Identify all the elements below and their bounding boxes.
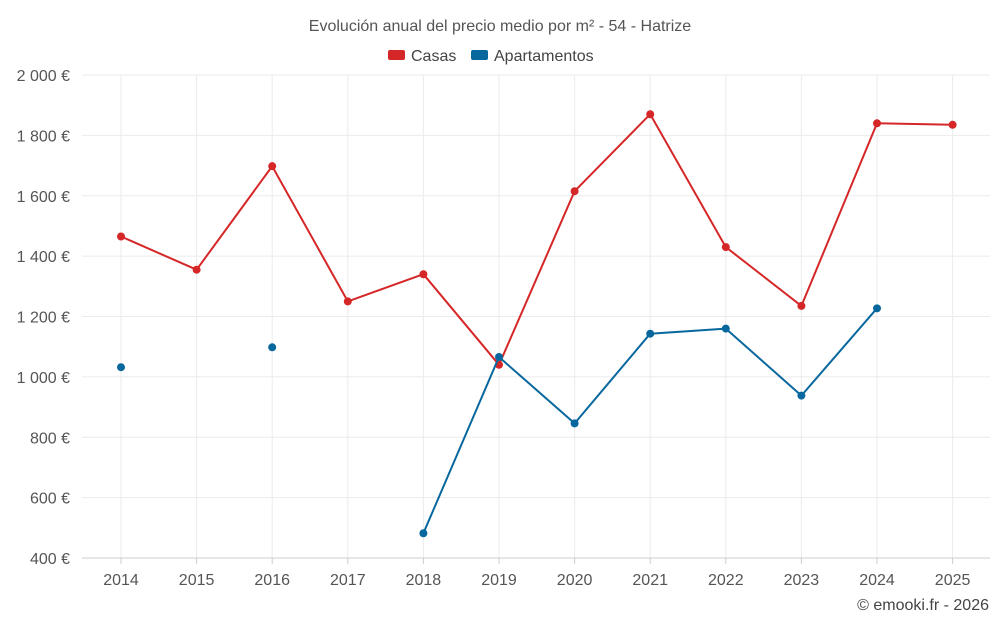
legend-swatch-0[interactable] (388, 50, 405, 60)
data-point[interactable] (419, 270, 428, 279)
y-axis: 400 € 600 € 800 € 1 000 € 1 200 € 1 400 € 1 60… (17, 68, 70, 568)
data-point[interactable] (797, 391, 806, 400)
series-1 (117, 304, 881, 538)
data-point[interactable] (646, 329, 655, 338)
x-axis: 2014 2015 2016 2017 2018 2019 2020 2021 2022 2023… (82, 557, 990, 589)
y-tick-label: 1 600 € (17, 189, 70, 206)
data-point[interactable] (495, 352, 503, 361)
data-point[interactable] (721, 324, 730, 333)
legend-label-1[interactable]: Apartamentos (494, 48, 594, 65)
x-tick-label: 2023 (784, 572, 820, 589)
y-tick-label: 1 000 € (17, 370, 70, 387)
legend: Casas Apartamentos (388, 48, 594, 65)
data-point[interactable] (268, 162, 277, 171)
y-tick-label: 1 400 € (17, 249, 70, 266)
credit: © emooki.fr - 2026 (857, 597, 989, 614)
data-point[interactable] (570, 419, 579, 428)
x-tick-label: 2016 (254, 572, 290, 589)
series-0 (117, 110, 957, 369)
data-point[interactable] (646, 110, 655, 119)
x-tick-label: 2019 (481, 572, 517, 589)
data-point[interactable] (948, 120, 957, 129)
chart-title: Evolución anual del precio medio por m² … (309, 18, 692, 35)
y-tick-label: 1 800 € (17, 128, 70, 145)
data-point[interactable] (192, 265, 201, 274)
x-tick-label: 2022 (708, 572, 744, 589)
data-point[interactable] (117, 363, 125, 372)
data-point[interactable] (873, 119, 881, 128)
x-tick-label: 2025 (935, 572, 971, 589)
legend-swatch-1[interactable] (471, 50, 488, 60)
y-tick-label: 2 000 € (17, 68, 70, 85)
series-layer (117, 110, 957, 538)
data-point[interactable] (268, 343, 277, 352)
y-tick-label: 1 200 € (17, 310, 70, 327)
x-tick-label: 2018 (406, 572, 442, 589)
legend-label-0[interactable]: Casas (411, 48, 456, 65)
x-tick-label: 2014 (103, 572, 139, 589)
data-point[interactable] (570, 187, 579, 196)
y-tick-label: 800 € (30, 430, 70, 447)
data-point[interactable] (797, 301, 806, 310)
x-tick-label: 2015 (179, 572, 215, 589)
data-point[interactable] (419, 529, 428, 538)
x-tick-label: 2017 (330, 572, 366, 589)
x-tick-label: 2024 (859, 572, 895, 589)
x-tick-label: 2021 (632, 572, 668, 589)
grid (82, 74, 990, 559)
data-point[interactable] (873, 304, 881, 313)
series-line (120, 113, 953, 366)
data-point[interactable] (343, 297, 352, 306)
y-tick-label: 600 € (30, 491, 70, 508)
data-point[interactable] (117, 232, 125, 241)
y-tick-label: 400 € (30, 551, 70, 568)
x-tick-label: 2020 (557, 572, 593, 589)
data-point[interactable] (721, 243, 730, 252)
